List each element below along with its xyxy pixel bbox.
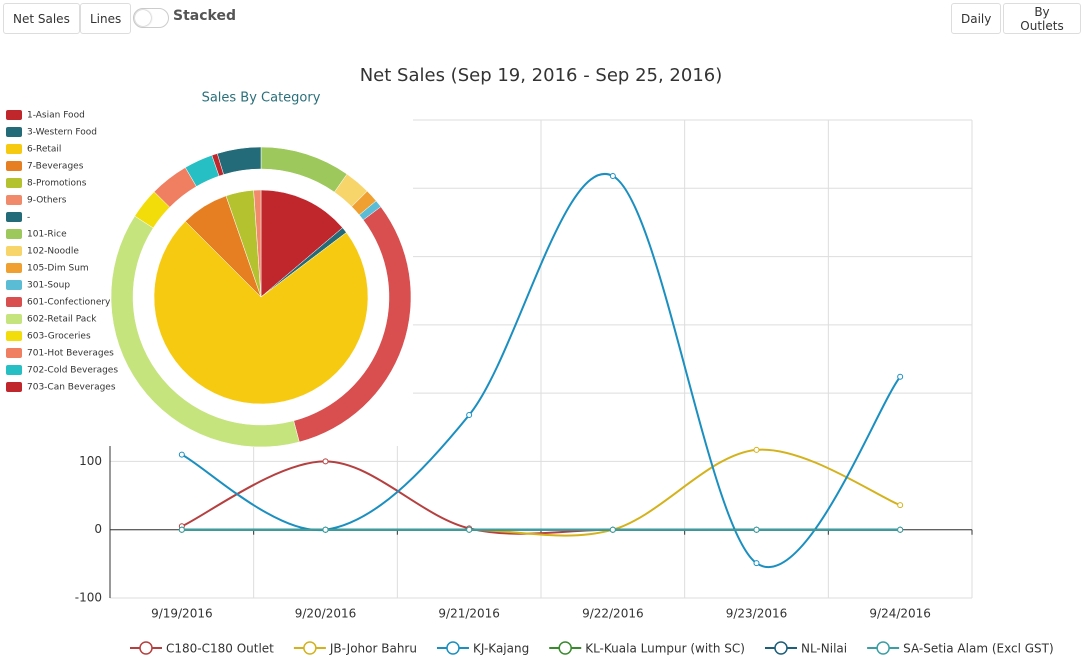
legend-marker xyxy=(876,641,890,655)
legend-swatch xyxy=(6,178,22,188)
by-outlets-button[interactable]: By Outlets xyxy=(1003,3,1081,34)
legend-marker xyxy=(558,641,572,655)
legend-swatch xyxy=(6,144,22,154)
legend-label: 703-Can Beverages xyxy=(27,383,116,393)
point xyxy=(178,526,185,533)
legend-swatch xyxy=(6,229,22,239)
legend-label: 7-Beverages xyxy=(27,162,84,172)
legend-label: 8-Promotions xyxy=(27,179,87,189)
legend-swatch xyxy=(6,280,22,290)
legend-swatch xyxy=(6,382,22,392)
legend-label: 601-Confectionery xyxy=(27,298,111,308)
legend-label: JB-Johor Bahru xyxy=(329,642,417,656)
point xyxy=(322,458,329,465)
legend-label: KL-Kuala Lumpur (with SC) xyxy=(585,642,745,656)
legend-label: 6-Retail xyxy=(27,145,61,155)
toggle-knob xyxy=(135,10,151,26)
legend-label: 3-Western Food xyxy=(27,128,97,138)
lines-button[interactable]: Lines xyxy=(80,3,132,34)
y-tick-label: -100 xyxy=(75,591,102,605)
legend-swatch xyxy=(6,127,22,137)
point xyxy=(897,373,904,380)
legend-label: 101-Rice xyxy=(27,230,67,240)
legend-swatch xyxy=(6,195,22,205)
y-tick-label: 0 xyxy=(94,522,102,536)
legend-swatch xyxy=(6,297,22,307)
x-tick-label: 9/24/2016 xyxy=(869,607,931,621)
legend-swatch xyxy=(6,314,22,324)
legend-label: 301-Soup xyxy=(27,281,70,291)
point xyxy=(753,446,760,453)
legend-label: KJ-Kajang xyxy=(473,642,529,656)
legend-label: 702-Cold Beverages xyxy=(27,366,118,376)
x-tick-label: 9/20/2016 xyxy=(295,607,357,621)
legend-label: 603-Groceries xyxy=(27,332,91,342)
legend-marker xyxy=(446,641,460,655)
x-tick-label: 9/22/2016 xyxy=(582,607,644,621)
pie-title: Sales By Category xyxy=(202,91,321,106)
pie-slice xyxy=(253,189,262,298)
chart-title: Net Sales (Sep 19, 2016 - Sep 25, 2016) xyxy=(360,65,723,86)
point xyxy=(178,451,185,458)
legend-marker xyxy=(303,641,317,655)
point xyxy=(609,526,616,533)
x-tick-label: 9/19/2016 xyxy=(151,607,213,621)
legend-label: SA-Setia Alam (Excl GST) xyxy=(903,642,1054,656)
net-sales-button[interactable]: Net Sales xyxy=(3,3,80,34)
toggle-label: Stacked xyxy=(173,8,236,24)
point xyxy=(466,526,473,533)
legend-swatch xyxy=(6,110,22,120)
legend-swatch xyxy=(6,365,22,375)
legend-marker xyxy=(774,641,788,655)
legend-label: 1-Asian Food xyxy=(27,111,85,121)
point xyxy=(322,526,329,533)
x-tick-label: 9/21/2016 xyxy=(438,607,500,621)
point xyxy=(466,411,473,418)
point xyxy=(897,502,904,509)
legend-label: 602-Retail Pack xyxy=(27,315,97,325)
point xyxy=(897,526,904,533)
stacked-toggle[interactable] xyxy=(133,8,169,28)
legend-swatch xyxy=(6,263,22,273)
daily-button[interactable]: Daily xyxy=(951,3,1002,34)
legend-label: 102-Noodle xyxy=(27,247,79,257)
legend-swatch xyxy=(6,246,22,256)
legend-label: - xyxy=(27,213,30,223)
legend-label: NL-Nilai xyxy=(801,642,847,656)
pie-slice xyxy=(216,146,262,175)
legend-swatch xyxy=(6,348,22,358)
legend-swatch xyxy=(6,331,22,341)
legend-swatch xyxy=(6,161,22,171)
point xyxy=(753,526,760,533)
legend-label: 105-Dim Sum xyxy=(27,264,89,274)
legend-label: 9-Others xyxy=(27,196,67,206)
x-tick-label: 9/23/2016 xyxy=(726,607,788,621)
legend-label: C180-C180 Outlet xyxy=(166,642,274,656)
point xyxy=(609,172,616,179)
legend-label: 701-Hot Beverages xyxy=(27,349,114,359)
legend-marker xyxy=(139,641,153,655)
point xyxy=(753,560,760,567)
legend-swatch xyxy=(6,212,22,222)
pie-slice xyxy=(153,220,369,405)
y-tick-label: 100 xyxy=(79,454,102,468)
